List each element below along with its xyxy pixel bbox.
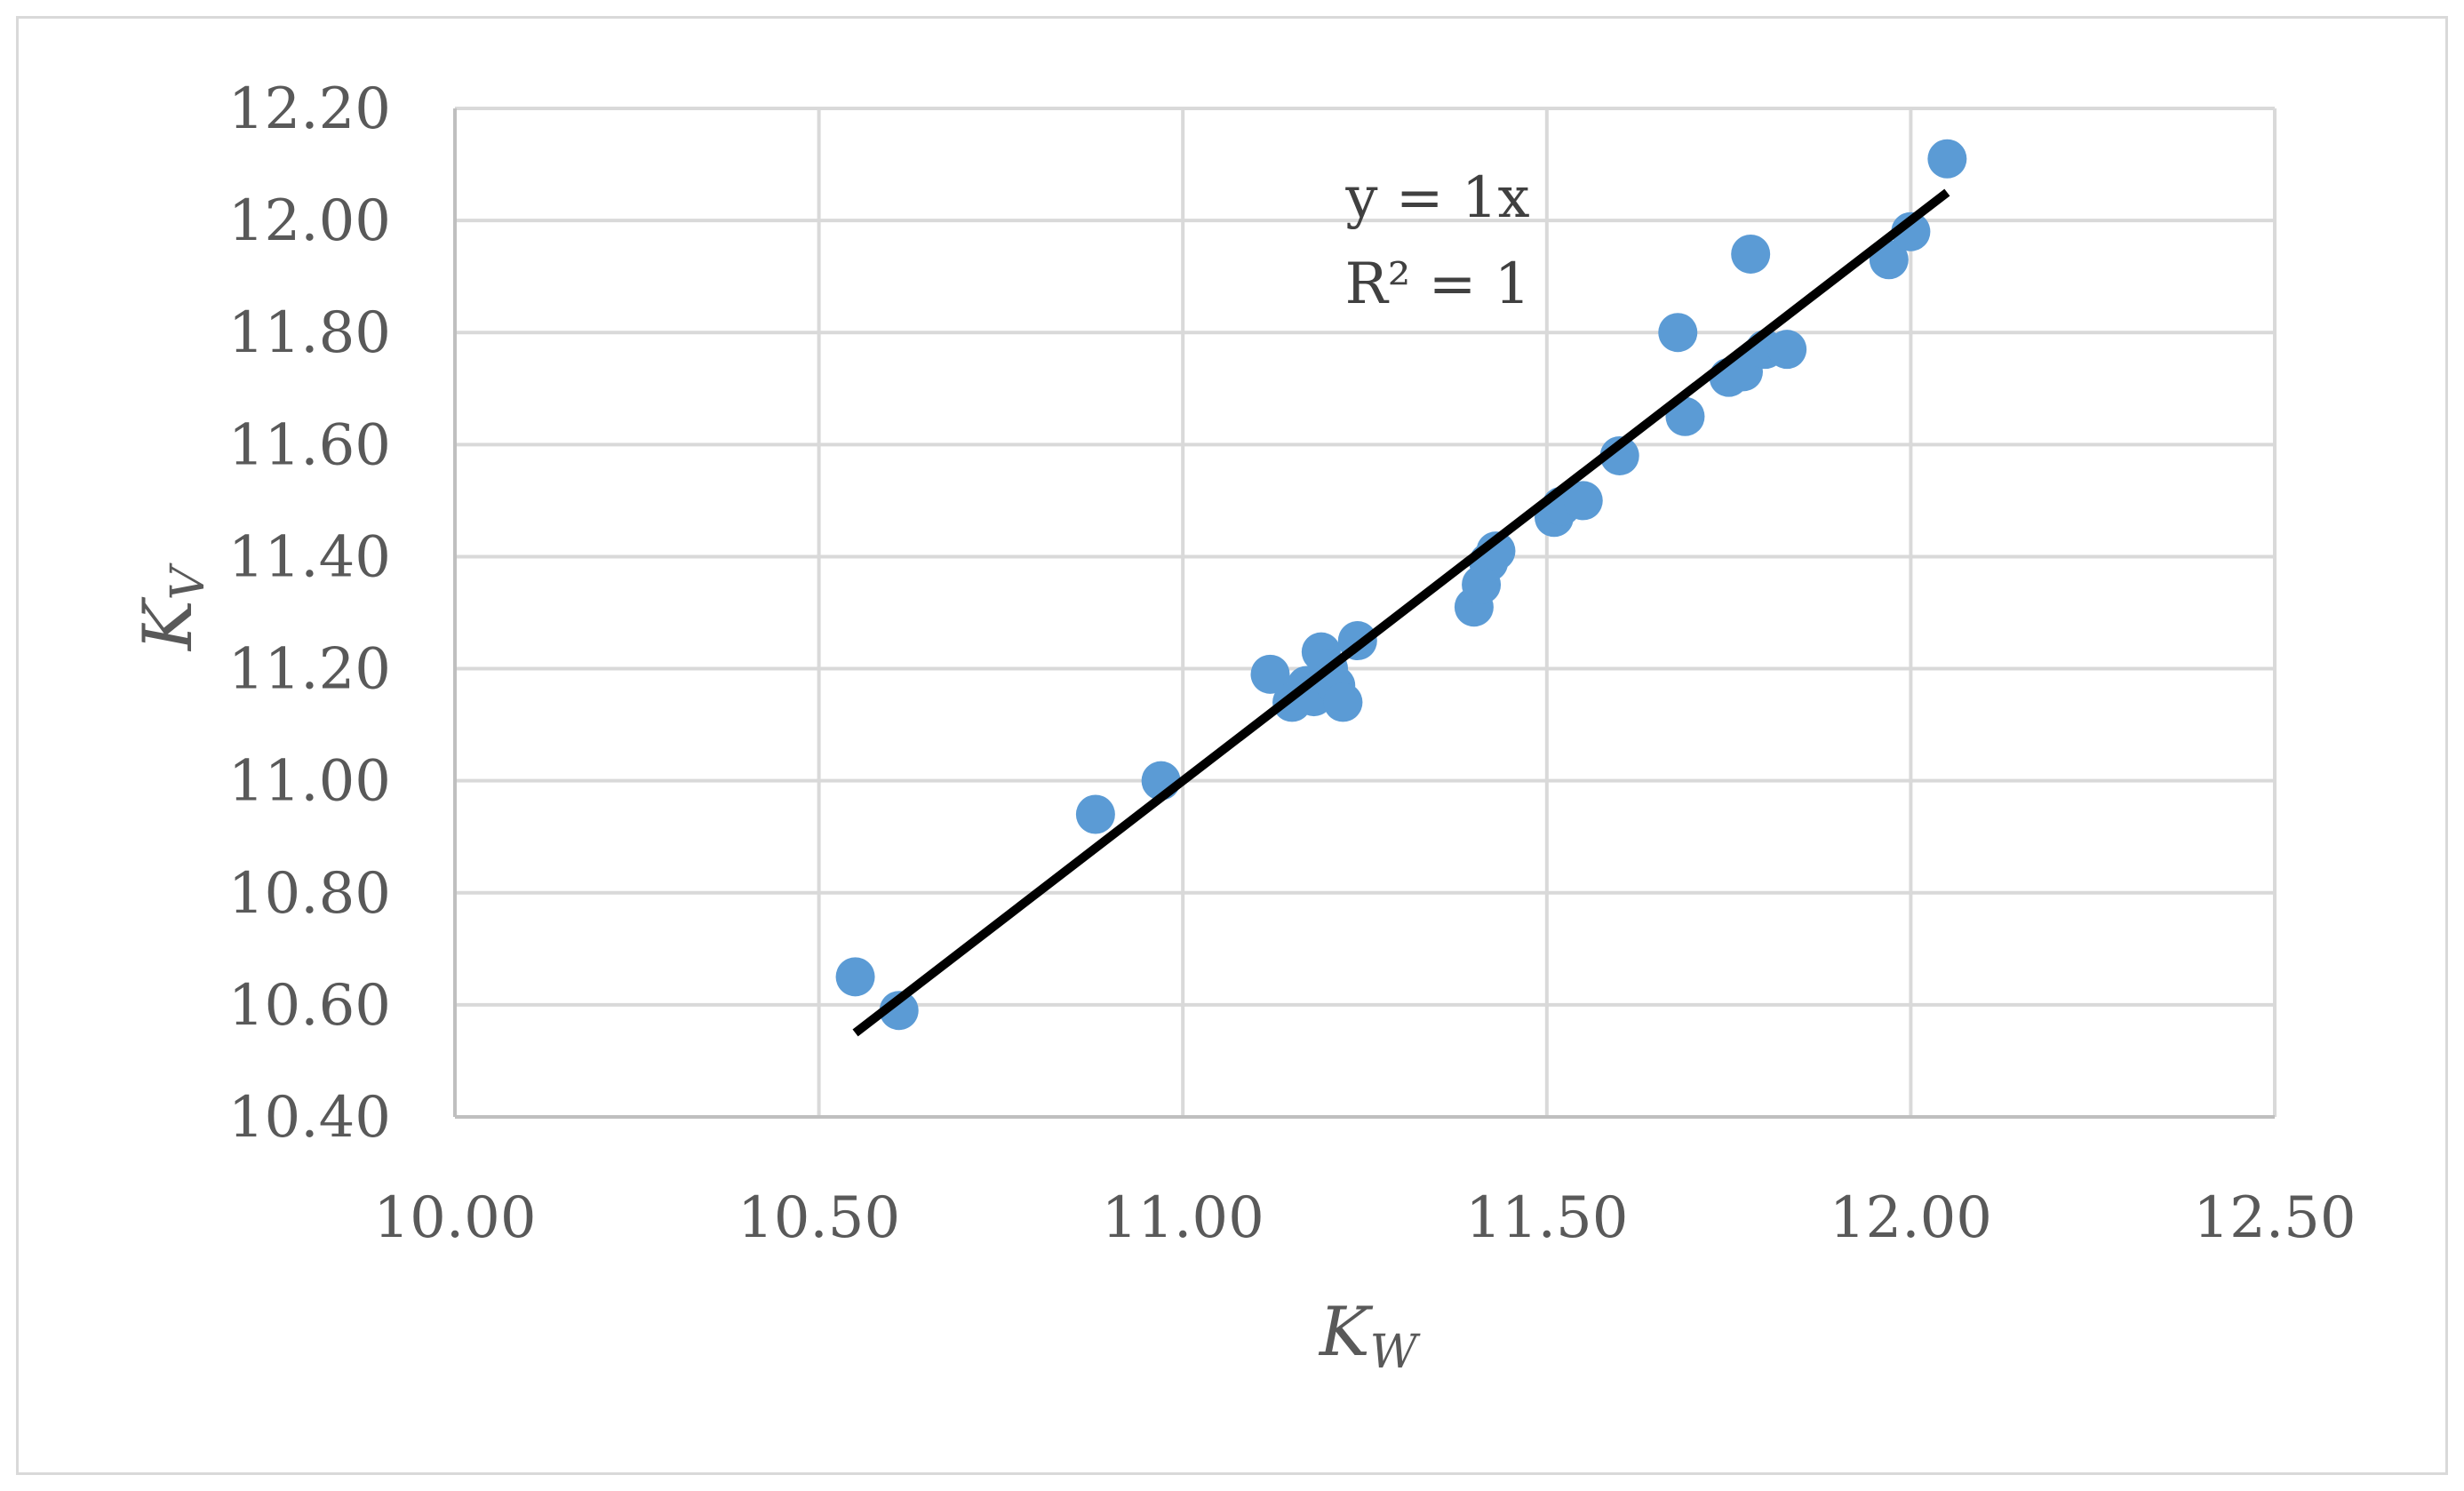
y-tick-label: 11.60 — [228, 412, 391, 478]
x-tick-label: 12.50 — [2193, 1185, 2356, 1251]
r-squared-label: R² = 1 — [1345, 251, 1531, 317]
data-point — [1075, 794, 1115, 834]
trendline-equation: y = 1x — [1344, 165, 1529, 231]
data-point — [879, 991, 919, 1031]
y-tick-label: 12.20 — [228, 76, 391, 142]
data-point — [1927, 139, 1967, 179]
data-point — [1731, 234, 1771, 274]
data-points — [835, 139, 1967, 1031]
data-point — [1250, 654, 1290, 694]
y-axis-title: KV — [128, 562, 215, 652]
data-point — [1891, 211, 1931, 251]
data-point — [1563, 481, 1603, 521]
data-point — [1658, 313, 1698, 353]
trendline-annotation: y = 1x R² = 1 — [1344, 165, 1530, 317]
y-tick-label: 12.00 — [228, 188, 391, 254]
x-tick-label: 11.50 — [1465, 1185, 1628, 1251]
x-axis-title-sub: W — [1370, 1326, 1421, 1379]
gridlines — [455, 107, 2277, 1117]
y-axis-title-main: K — [128, 596, 207, 652]
x-tick-label: 12.00 — [1830, 1185, 1992, 1251]
x-tick-labels: 10.00 10.50 11.00 11.50 12.00 12.50 — [373, 1185, 2356, 1251]
y-tick-label: 11.20 — [228, 637, 391, 703]
data-point — [835, 957, 875, 997]
y-tick-label: 10.60 — [228, 973, 391, 1039]
x-tick-label: 10.50 — [738, 1185, 900, 1251]
x-axis-title: KW — [1318, 1292, 1421, 1379]
y-tick-labels: 10.40 10.60 10.80 11.00 11.20 11.40 11.60 11.80… — [228, 76, 391, 1151]
x-tick-label: 10.00 — [373, 1185, 536, 1251]
y-tick-label: 10.80 — [228, 861, 391, 927]
data-point — [1323, 682, 1363, 722]
trendline — [852, 188, 1950, 1037]
axes — [453, 108, 2275, 1119]
trendline-group — [852, 188, 1950, 1037]
x-tick-label: 11.00 — [1102, 1185, 1264, 1251]
y-axis-title-sub: V — [162, 562, 215, 600]
data-point — [1599, 435, 1639, 475]
x-axis-title-main: K — [1318, 1292, 1374, 1371]
y-tick-label: 11.00 — [228, 749, 391, 815]
data-point — [1767, 330, 1807, 370]
y-tick-label: 10.40 — [228, 1085, 391, 1151]
y-tick-label: 11.40 — [228, 524, 391, 590]
data-point — [1476, 531, 1516, 571]
y-tick-label: 11.80 — [228, 300, 391, 366]
